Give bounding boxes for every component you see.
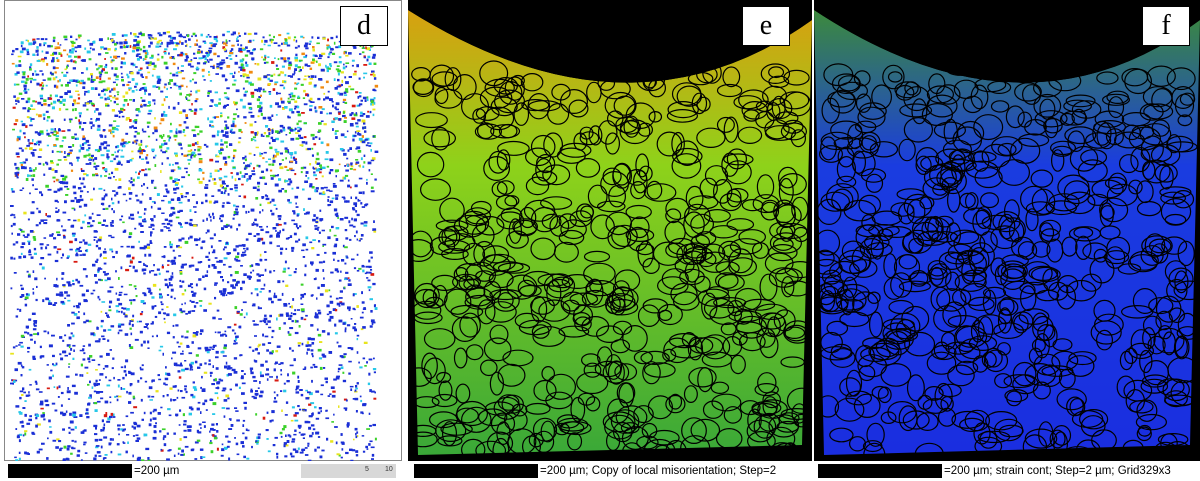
panel-f-caption: =200 µm; strain cont; Step=2 µm; Grid329… — [818, 461, 1200, 481]
panel-d-scale-text: =200 µm — [134, 465, 180, 477]
panel-d-caption: =200 µm 5 10 — [8, 461, 402, 481]
color-key-tick: 10 — [385, 466, 393, 473]
scale-bar — [414, 464, 538, 478]
scale-bar — [8, 464, 132, 478]
panel-d-label: d — [340, 6, 388, 46]
kam-map-d — [10, 30, 379, 461]
color-key-tick: 5 — [365, 466, 369, 473]
panel-f-scale-text: =200 µm; strain cont; Step=2 µm; Grid329… — [944, 465, 1171, 477]
panel-e-label: e — [742, 6, 790, 46]
panel-f: f =200 µm; strain cont; Step=2 µm; Grid3… — [814, 0, 1200, 481]
color-key: 5 10 — [301, 464, 396, 478]
panel-d: d =200 µm 5 10 — [0, 0, 402, 481]
panel-e-scale-text: =200 µm; Copy of local misorientation; S… — [540, 465, 777, 477]
panel-e: e =200 µm; Copy of local misorientation;… — [408, 0, 812, 481]
scale-bar — [818, 464, 942, 478]
panel-f-label: f — [1142, 6, 1190, 46]
misorientation-map-e — [408, 0, 812, 461]
strain-map-f — [814, 0, 1200, 461]
panel-e-caption: =200 µm; Copy of local misorientation; S… — [414, 461, 812, 481]
